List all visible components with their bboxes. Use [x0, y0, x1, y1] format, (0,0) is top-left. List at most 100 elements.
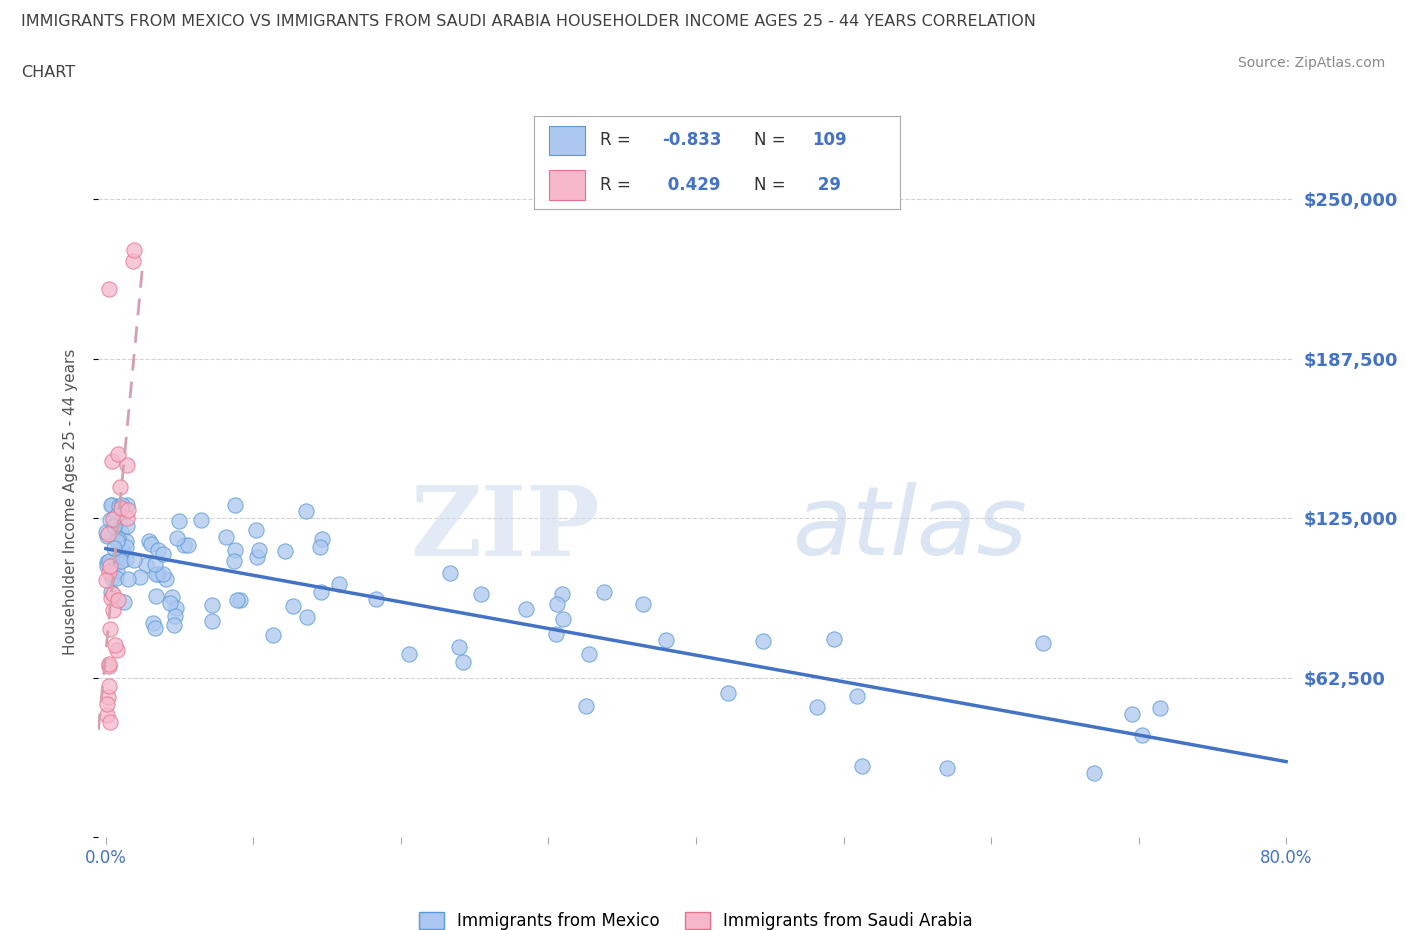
Text: 109: 109	[813, 131, 846, 150]
Point	[145, 556, 167, 571]
Point	[96, 525, 118, 539]
Point	[105, 509, 128, 524]
Text: N =: N =	[754, 176, 785, 194]
Point	[105, 524, 128, 538]
Point	[716, 685, 738, 700]
Text: N =: N =	[754, 131, 785, 150]
Point	[152, 566, 174, 581]
Point	[546, 596, 568, 611]
Point	[328, 576, 350, 591]
Point	[101, 586, 124, 601]
Point	[121, 254, 143, 269]
Point	[98, 715, 121, 730]
Y-axis label: Householder Income Ages 25 - 44 years: Householder Income Ages 25 - 44 years	[63, 349, 77, 656]
Text: -0.833: -0.833	[662, 131, 721, 150]
Point	[553, 612, 575, 627]
Point	[105, 570, 128, 585]
Legend: Immigrants from Mexico, Immigrants from Saudi Arabia: Immigrants from Mexico, Immigrants from …	[412, 906, 980, 930]
Point	[98, 559, 121, 574]
Point	[295, 503, 318, 518]
Point	[96, 528, 118, 543]
Point	[138, 534, 160, 549]
Point	[165, 601, 187, 616]
Point	[110, 554, 132, 569]
Point	[97, 281, 120, 296]
Point	[846, 689, 869, 704]
Point	[1149, 700, 1171, 715]
Point	[96, 707, 118, 722]
Point	[364, 591, 387, 606]
Point	[108, 480, 131, 495]
Point	[224, 542, 246, 557]
Point	[201, 614, 224, 629]
Point	[593, 584, 616, 599]
Point	[129, 570, 152, 585]
Point	[226, 592, 249, 607]
Text: 29: 29	[813, 176, 841, 194]
Point	[152, 547, 174, 562]
Text: Source: ZipAtlas.com: Source: ZipAtlas.com	[1237, 56, 1385, 70]
Point	[439, 565, 461, 580]
Point	[100, 498, 122, 512]
Text: CHART: CHART	[21, 65, 75, 80]
Point	[143, 620, 166, 635]
Point	[115, 534, 138, 549]
Point	[105, 551, 128, 566]
Point	[115, 519, 138, 534]
Point	[98, 657, 121, 671]
Point	[551, 586, 574, 601]
Point	[654, 632, 676, 647]
Point	[107, 532, 129, 547]
Point	[1130, 727, 1153, 742]
Text: ZIP: ZIP	[411, 482, 600, 576]
Point	[935, 761, 957, 776]
Point	[274, 544, 297, 559]
Point	[115, 551, 138, 566]
Point	[96, 558, 118, 573]
Point	[398, 646, 420, 661]
Point	[103, 519, 125, 534]
Point	[104, 554, 127, 569]
Point	[97, 553, 120, 568]
Point	[177, 538, 200, 552]
Point	[281, 598, 304, 613]
Point	[146, 566, 169, 581]
Point	[115, 539, 138, 554]
Point	[105, 564, 128, 578]
Point	[107, 446, 129, 461]
Point	[309, 585, 332, 600]
Point	[117, 511, 139, 525]
Point	[100, 591, 122, 605]
Point	[96, 554, 118, 569]
Point	[167, 513, 190, 528]
Text: IMMIGRANTS FROM MEXICO VS IMMIGRANTS FROM SAUDI ARABIA HOUSEHOLDER INCOME AGES 2: IMMIGRANTS FROM MEXICO VS IMMIGRANTS FRO…	[21, 14, 1036, 29]
Point	[117, 503, 139, 518]
Point	[101, 498, 124, 512]
Point	[145, 589, 167, 604]
FancyBboxPatch shape	[548, 170, 585, 200]
Point	[111, 498, 134, 512]
Point	[98, 565, 121, 579]
Point	[141, 616, 163, 631]
Point	[1083, 765, 1105, 780]
Point	[107, 505, 129, 520]
Point	[104, 555, 127, 570]
Point	[124, 243, 146, 258]
Point	[515, 602, 537, 617]
Point	[104, 637, 127, 652]
Point	[190, 512, 212, 527]
Point	[806, 700, 828, 715]
Point	[544, 627, 567, 642]
Point	[470, 586, 492, 601]
Point	[214, 530, 236, 545]
Point	[98, 621, 121, 636]
Point	[631, 597, 654, 612]
Point	[117, 572, 139, 587]
Text: 0.429: 0.429	[662, 176, 721, 194]
Point	[166, 531, 188, 546]
Point	[148, 543, 170, 558]
Point	[105, 643, 128, 658]
Text: R =: R =	[600, 176, 631, 194]
Point	[94, 572, 117, 587]
Point	[160, 590, 183, 604]
